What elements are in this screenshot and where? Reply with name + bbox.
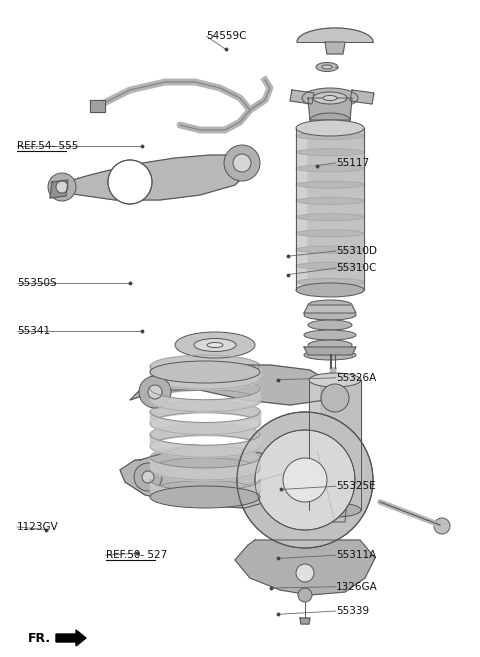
Polygon shape — [235, 540, 375, 595]
Ellipse shape — [308, 320, 352, 330]
Ellipse shape — [323, 496, 347, 504]
Polygon shape — [50, 155, 255, 200]
Ellipse shape — [194, 338, 236, 351]
Ellipse shape — [304, 310, 356, 320]
Text: 55350S: 55350S — [17, 277, 57, 288]
Polygon shape — [300, 618, 310, 624]
Text: 55325E: 55325E — [336, 481, 376, 491]
Polygon shape — [130, 365, 335, 405]
Text: 55339: 55339 — [336, 606, 369, 616]
Polygon shape — [308, 98, 352, 120]
Polygon shape — [309, 380, 361, 510]
Polygon shape — [50, 180, 68, 198]
Ellipse shape — [308, 340, 352, 350]
Polygon shape — [120, 445, 295, 508]
Ellipse shape — [313, 92, 347, 104]
Ellipse shape — [296, 283, 364, 297]
Ellipse shape — [150, 486, 260, 508]
Ellipse shape — [310, 113, 350, 127]
Text: 55326A: 55326A — [336, 373, 376, 383]
Ellipse shape — [296, 197, 364, 204]
Circle shape — [56, 181, 68, 193]
Text: 55117: 55117 — [336, 158, 369, 168]
Ellipse shape — [296, 148, 364, 156]
Polygon shape — [290, 90, 314, 104]
Ellipse shape — [296, 214, 364, 221]
Circle shape — [434, 518, 450, 534]
Circle shape — [134, 463, 162, 491]
Polygon shape — [323, 500, 347, 522]
Ellipse shape — [296, 230, 364, 237]
Circle shape — [283, 458, 327, 502]
Ellipse shape — [322, 65, 332, 69]
Ellipse shape — [207, 342, 223, 348]
Polygon shape — [297, 28, 373, 42]
Polygon shape — [90, 100, 105, 112]
Ellipse shape — [296, 120, 364, 136]
Polygon shape — [304, 305, 356, 313]
Polygon shape — [330, 368, 336, 378]
Text: 1326GA: 1326GA — [336, 581, 378, 592]
Text: 55341: 55341 — [17, 326, 50, 336]
Circle shape — [298, 588, 312, 602]
Polygon shape — [309, 380, 319, 510]
Polygon shape — [296, 128, 364, 290]
Circle shape — [296, 564, 314, 582]
Circle shape — [139, 376, 171, 408]
Ellipse shape — [302, 88, 358, 108]
Ellipse shape — [308, 300, 352, 310]
Ellipse shape — [296, 262, 364, 269]
Ellipse shape — [296, 165, 364, 172]
Circle shape — [321, 384, 349, 412]
Ellipse shape — [296, 279, 364, 286]
Text: 55311A: 55311A — [336, 550, 376, 560]
Ellipse shape — [309, 503, 361, 517]
Circle shape — [142, 471, 154, 483]
Ellipse shape — [296, 181, 364, 188]
Ellipse shape — [316, 62, 338, 72]
Circle shape — [48, 173, 76, 201]
Ellipse shape — [309, 373, 361, 387]
Polygon shape — [350, 90, 374, 104]
Circle shape — [108, 160, 152, 204]
Text: 1123GV: 1123GV — [17, 522, 59, 532]
Ellipse shape — [304, 350, 356, 360]
Circle shape — [233, 154, 251, 172]
Text: FR.: FR. — [28, 631, 51, 645]
Text: 55310D: 55310D — [336, 246, 377, 256]
Circle shape — [224, 145, 260, 181]
Circle shape — [237, 412, 373, 548]
Polygon shape — [56, 630, 86, 646]
Ellipse shape — [304, 330, 356, 340]
Ellipse shape — [321, 393, 349, 403]
Polygon shape — [304, 347, 356, 355]
Text: REF.54- 555: REF.54- 555 — [17, 141, 78, 151]
Ellipse shape — [296, 246, 364, 253]
Text: 55310C: 55310C — [336, 263, 376, 273]
Circle shape — [148, 385, 162, 399]
Text: REF.50- 527: REF.50- 527 — [106, 550, 167, 560]
Ellipse shape — [150, 361, 260, 383]
Ellipse shape — [323, 95, 337, 101]
Ellipse shape — [175, 332, 255, 358]
Circle shape — [323, 488, 347, 512]
Polygon shape — [325, 42, 345, 54]
Polygon shape — [296, 128, 306, 290]
Circle shape — [255, 430, 355, 530]
Text: 54559C: 54559C — [206, 31, 247, 41]
Ellipse shape — [296, 133, 364, 139]
